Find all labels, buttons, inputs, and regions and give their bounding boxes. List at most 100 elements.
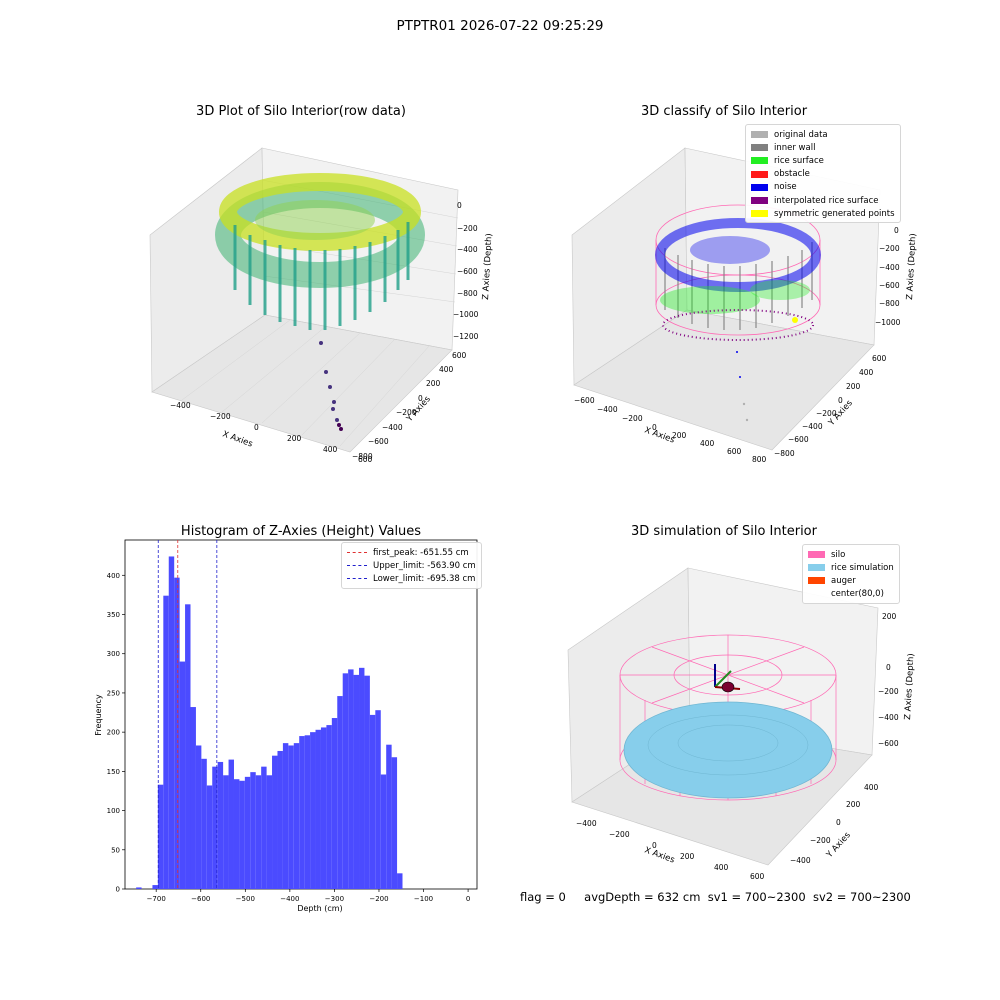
tick-label: 200	[846, 800, 861, 809]
tick-label: −600	[368, 437, 389, 446]
raw-3d-plot: −400 −200 0 200 400 600 600 400 200 0 −2…	[149, 147, 494, 464]
legend-item-interpolated: interpolated rice surface	[751, 194, 895, 207]
histogram-bar	[397, 873, 403, 889]
tick-label: −400	[790, 856, 811, 865]
histogram-bar	[228, 759, 234, 889]
tick-label: −200	[816, 409, 837, 418]
legend-label: Upper_limit: -563.90 cm	[373, 560, 476, 571]
legend-label: silo	[831, 549, 846, 560]
legend-swatch	[751, 210, 768, 218]
y-tick-label: 400	[107, 572, 120, 580]
histogram-bar	[239, 780, 245, 889]
histogram-bar	[223, 775, 229, 889]
legend-item-symmetric: symmetric generated points	[751, 207, 895, 220]
x-tick-label: −100	[414, 895, 433, 903]
histogram-legend: first_peak: -651.55 cm Upper_limit: -563…	[341, 542, 482, 589]
tick-label: 400	[864, 783, 879, 792]
classify-legend: original data inner wall rice surface ob…	[745, 124, 901, 224]
tick-label: −600	[457, 267, 478, 276]
legend-label: rice simulation	[831, 562, 894, 573]
histogram-bar	[391, 757, 398, 889]
histogram-bar	[277, 750, 283, 889]
tick-label: −200	[210, 412, 231, 421]
histogram-bar	[380, 774, 387, 889]
legend-swatch	[751, 183, 768, 191]
histogram-bar	[326, 725, 332, 889]
legend-swatch	[751, 170, 768, 178]
y-tick-label: 350	[107, 611, 120, 619]
histogram-bar	[331, 718, 338, 889]
histogram-xlabel: Depth (cm)	[297, 904, 342, 913]
legend-label: inner wall	[774, 142, 816, 153]
histogram-bar	[288, 745, 294, 889]
histogram-bar	[310, 732, 316, 889]
histogram-bar	[233, 779, 240, 889]
tick-label: 0	[418, 394, 423, 403]
histogram-bar	[255, 775, 262, 889]
status-sv1: sv1 = 700~2300	[707, 890, 806, 904]
histogram-bar	[320, 727, 327, 889]
plot1-title: 3D Plot of Silo Interior(row data)	[196, 104, 406, 119]
legend-item-center: center(80,0)	[808, 588, 894, 601]
status-flag: flag = 0	[520, 890, 566, 904]
simulation-3d-y-ticks: 400 200 0 −200 −400	[790, 783, 879, 865]
tick-label: 600	[750, 872, 765, 880]
tick-label: 600	[452, 351, 467, 360]
tick-label: 200	[680, 852, 695, 861]
legend-item-upper-limit: Upper_limit: -563.90 cm	[347, 559, 476, 572]
tick-label: 600	[358, 455, 373, 464]
tick-label: −200	[879, 244, 900, 253]
tick-label: 0	[894, 226, 899, 235]
classify-3d-x-ticks: −600 −400 −200 0 200 400 600 800	[574, 396, 767, 464]
legend-label: obstacle	[774, 169, 810, 180]
raw-3d-z-ticks: 0 −200 −400 −600 −800 −1000 −1200	[453, 201, 479, 341]
status-sv2: sv2 = 700~2300	[812, 890, 911, 904]
x-tick-label: −400	[280, 895, 299, 903]
tick-label: −800	[879, 299, 900, 308]
legend-label: original data	[774, 129, 828, 140]
status-line: flag = 0 avgDepth = 632 cm sv1 = 700~230…	[520, 890, 911, 904]
tick-label: 200	[426, 379, 441, 388]
simulation-3d-x-ticks: −400 −200 0 200 400 600	[576, 819, 765, 880]
histogram-bar	[152, 885, 158, 889]
legend-swatch	[751, 157, 768, 165]
legend-item-silo: silo	[808, 548, 894, 561]
raw-3d-y-ticks: 600 400 200 0 −200 −400 −600 −800	[352, 351, 467, 461]
legend-swatch	[751, 197, 768, 205]
histogram-bar	[206, 785, 213, 889]
tick-label: −400	[879, 263, 900, 272]
legend-swatch	[808, 577, 825, 585]
legend-line	[347, 552, 367, 554]
legend-item-lower-limit: Lower_limit: -695.38 cm	[347, 572, 476, 585]
tick-label: −1000	[453, 310, 479, 319]
histogram-bar	[299, 736, 305, 889]
tick-label: 200	[882, 612, 897, 621]
x-tick-label: −200	[369, 895, 388, 903]
tick-label: 400	[323, 445, 338, 454]
legend-swatch	[808, 551, 825, 559]
legend-label: auger	[831, 575, 856, 586]
raw-3d-xlabel: X Axies	[221, 429, 254, 449]
histogram-bar	[304, 735, 311, 889]
y-tick-label: 250	[107, 689, 120, 697]
y-tick-label: 100	[107, 807, 120, 815]
legend-swatch	[751, 144, 768, 152]
histogram-bar	[136, 887, 142, 889]
tick-label: 0	[836, 818, 841, 827]
raw-3d-points	[215, 173, 425, 431]
tick-label: −200	[609, 830, 630, 839]
histogram-bar	[282, 743, 289, 889]
histogram-ylabel: Frequency	[94, 694, 103, 736]
histogram-y-ticks: 0 50 100 150 200 250 300 350 400	[107, 572, 125, 894]
tick-label: −400	[802, 422, 823, 431]
tick-label: −200	[622, 414, 643, 423]
tick-label: 600	[727, 447, 742, 456]
legend-item-rice-simulation: rice simulation	[808, 561, 894, 574]
tick-label: 400	[859, 368, 874, 377]
simulation-legend: silo rice simulation auger center(80,0)	[802, 544, 900, 604]
status-avg-depth: avgDepth = 632 cm	[584, 890, 701, 904]
legend-swatch	[808, 591, 825, 598]
histogram-bar	[315, 729, 321, 889]
y-tick-label: 50	[111, 846, 120, 854]
legend-item-first-peak: first_peak: -651.55 cm	[347, 546, 476, 559]
